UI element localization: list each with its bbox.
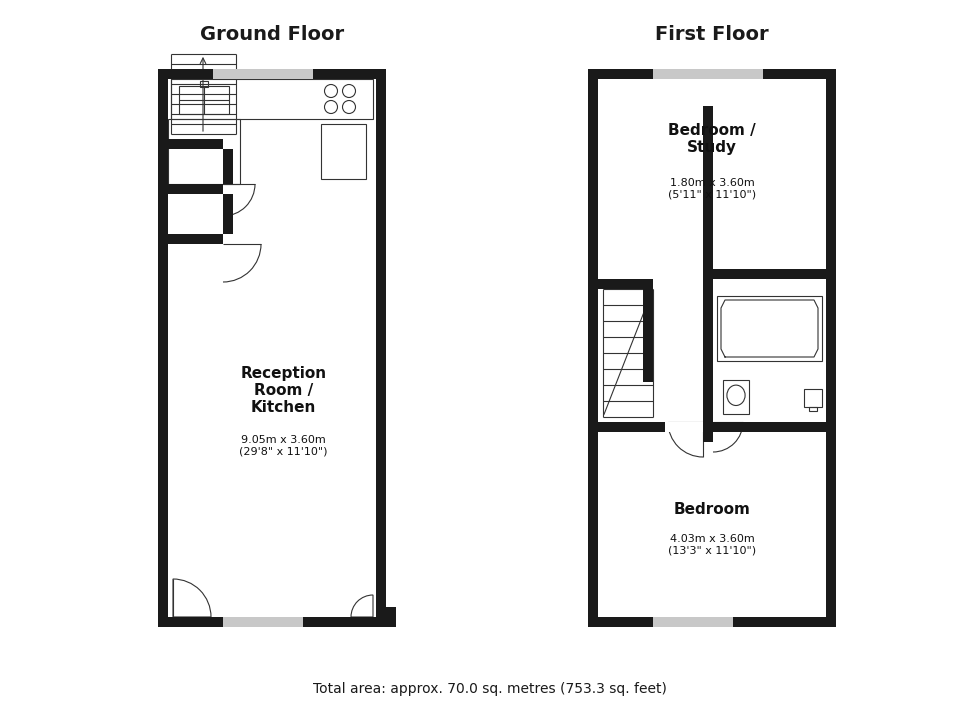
Bar — [809, 407, 817, 411]
Ellipse shape — [727, 385, 745, 406]
Bar — [703, 106, 713, 279]
Bar — [376, 69, 386, 627]
Text: Bedroom: Bedroom — [673, 502, 751, 517]
Bar — [213, 69, 313, 79]
Text: Total area: approx. 70.0 sq. metres (753.3 sq. feet): Total area: approx. 70.0 sq. metres (753… — [313, 682, 667, 696]
Bar — [223, 194, 233, 234]
Bar — [588, 69, 653, 79]
Bar — [386, 607, 396, 627]
Bar — [703, 269, 713, 442]
Bar — [171, 79, 373, 119]
Bar — [168, 139, 223, 149]
Bar — [223, 149, 233, 184]
Bar — [598, 279, 653, 289]
Bar — [598, 422, 713, 432]
Bar — [158, 69, 213, 79]
Bar — [168, 119, 240, 184]
Bar — [588, 617, 653, 627]
Bar — [588, 69, 598, 627]
Bar — [598, 269, 826, 279]
Bar — [303, 617, 386, 627]
Bar — [763, 69, 836, 79]
Bar — [643, 279, 653, 382]
Bar — [321, 124, 366, 179]
Bar — [723, 380, 749, 414]
Text: Ground Floor: Ground Floor — [200, 25, 344, 44]
Bar — [168, 184, 223, 194]
Text: 9.05m x 3.60m
(29'8" x 11'10"): 9.05m x 3.60m (29'8" x 11'10") — [239, 435, 327, 456]
Text: Reception
Room /
Kitchen: Reception Room / Kitchen — [240, 366, 326, 415]
Bar — [717, 296, 822, 361]
Bar — [313, 69, 386, 79]
Bar — [200, 81, 208, 87]
Bar — [804, 389, 822, 407]
Bar — [703, 422, 826, 432]
Bar — [168, 234, 223, 244]
Bar — [653, 617, 733, 627]
Text: Bedroom /
Study: Bedroom / Study — [668, 122, 756, 155]
Bar — [733, 617, 836, 627]
Bar — [826, 69, 836, 627]
Bar — [653, 69, 763, 79]
Text: First Floor: First Floor — [656, 25, 769, 44]
Bar — [158, 69, 168, 627]
Bar — [376, 607, 394, 617]
Bar — [665, 422, 703, 432]
Text: 4.03m x 3.60m
(13'3" x 11'10"): 4.03m x 3.60m (13'3" x 11'10") — [668, 534, 756, 555]
Bar — [598, 269, 703, 279]
Bar — [223, 617, 303, 627]
Bar — [179, 86, 229, 114]
Text: 1.80m x 3.60m
(5'11" x 11'10"): 1.80m x 3.60m (5'11" x 11'10") — [668, 178, 756, 200]
Bar — [158, 617, 223, 627]
